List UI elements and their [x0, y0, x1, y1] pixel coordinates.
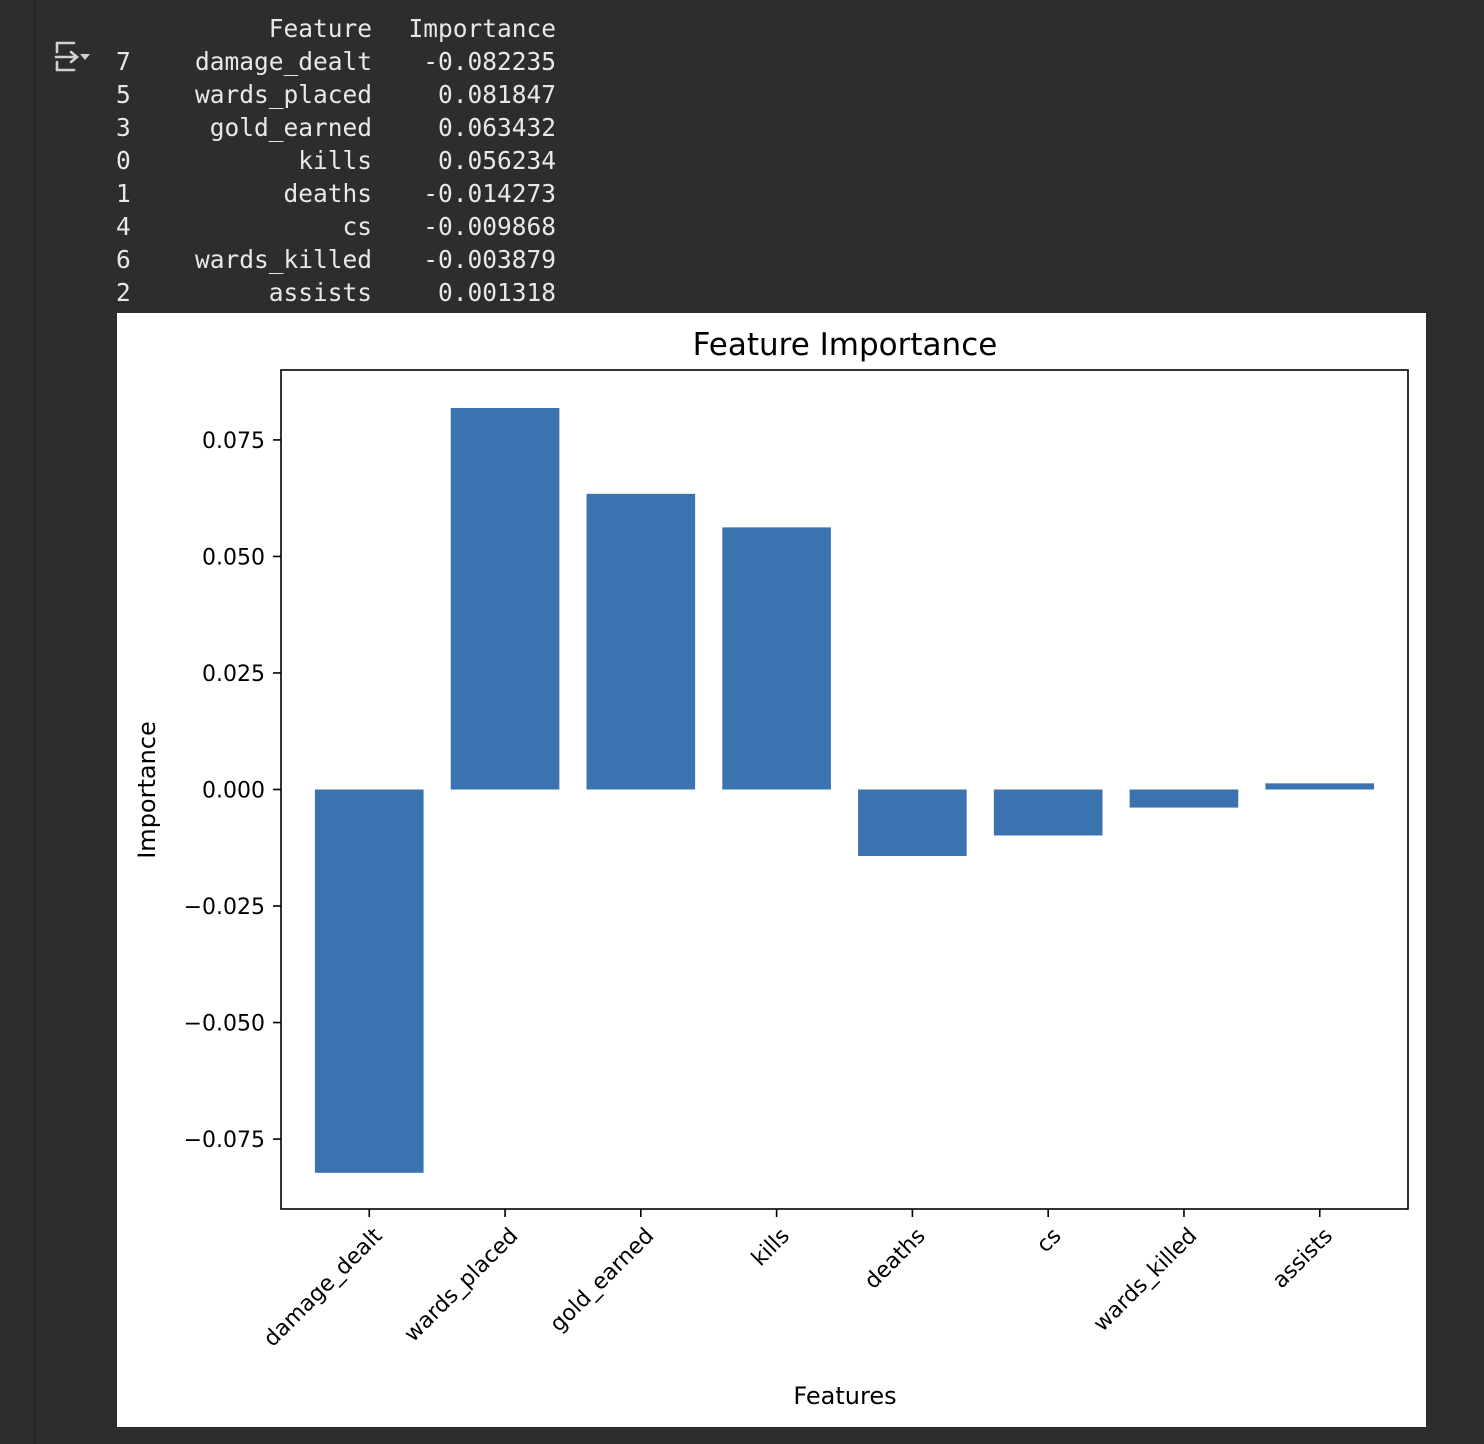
row-importance: 0.056234 [437, 146, 556, 175]
bar-cs [993, 789, 1103, 836]
x-tick-label-deaths: deaths [860, 1224, 931, 1295]
table-row: 3 gold_earned 0.063432 [110, 111, 556, 144]
dataframe-output: Feature Importance 7 damage_dealt -0.08223… [110, 12, 556, 309]
x-tick-label-kills: kills [747, 1224, 795, 1272]
row-index: 5 [116, 80, 131, 109]
y-tick-label: −0.075 [184, 1128, 265, 1153]
row-importance: -0.009868 [423, 212, 556, 241]
y-tick-label: 0.000 [202, 779, 265, 804]
table-row: 2 assists 0.001318 [110, 276, 556, 309]
bar-damage_dealt [314, 789, 424, 1173]
row-index: 4 [116, 212, 131, 241]
x-tick-label-damage_dealt: damage_dealt [259, 1223, 388, 1352]
row-index: 1 [116, 179, 131, 208]
row-importance: 0.001318 [437, 278, 556, 307]
row-index: 3 [116, 113, 131, 142]
row-importance: 0.081847 [437, 80, 556, 109]
row-importance: -0.014273 [423, 179, 556, 208]
x-tick-label-assists: assists [1268, 1224, 1338, 1294]
table-row: 7 damage_dealt -0.082235 [110, 45, 556, 78]
x-tick-label-gold_earned: gold_earned [545, 1224, 659, 1338]
row-index: 2 [116, 278, 131, 307]
row-index: 7 [116, 47, 131, 76]
y-tick-label: 0.050 [202, 545, 265, 570]
row-index: 0 [116, 146, 131, 175]
y-tick-label: −0.050 [184, 1012, 265, 1037]
row-feature: damage_dealt [194, 47, 372, 76]
table-header-row: Feature Importance [110, 12, 556, 45]
y-tick-label: −0.025 [184, 895, 265, 920]
bar-assists [1265, 783, 1375, 790]
row-feature: wards_killed [194, 245, 372, 274]
row-index: 6 [116, 245, 131, 274]
header-feature: Feature [268, 14, 372, 43]
x-tick-label-wards_placed: wards_placed [400, 1224, 524, 1348]
row-feature: wards_placed [194, 80, 372, 109]
row-feature: cs [342, 212, 372, 241]
y-tick-label: 0.025 [202, 662, 265, 687]
table-row: 0 kills 0.056234 [110, 144, 556, 177]
bar-wards_killed [1129, 789, 1239, 808]
table-row: 6 wards_killed -0.003879 [110, 243, 556, 276]
bar-deaths [858, 789, 967, 857]
row-importance: 0.063432 [437, 113, 556, 142]
bar-gold_earned [586, 493, 696, 790]
cell-gutter [0, 0, 36, 1444]
plot-frame [280, 369, 1409, 1210]
x-tick-label-wards_killed: wards_killed [1089, 1224, 1202, 1337]
x-axis-label: Features [793, 1382, 896, 1410]
row-importance: -0.003879 [423, 245, 556, 274]
row-feature: assists [268, 278, 372, 307]
chart-title: Feature Importance [693, 327, 998, 363]
bar-chart: Feature Importance Importance Features −… [133, 327, 1409, 1410]
y-tick-label: 0.075 [202, 429, 265, 454]
row-importance: -0.082235 [423, 47, 556, 76]
row-feature: deaths [283, 179, 372, 208]
row-feature: kills [298, 146, 372, 175]
table-row: 5 wards_placed 0.081847 [110, 78, 556, 111]
chart-figure: Feature Importance Importance Features −… [117, 313, 1426, 1427]
table-row: 4 cs -0.009868 [110, 210, 556, 243]
x-tick-label-cs: cs [1032, 1224, 1066, 1258]
header-importance: Importance [408, 14, 556, 43]
y-axis-label: Importance [133, 721, 161, 859]
table-row: 1 deaths -0.014273 [110, 177, 556, 210]
header-index [110, 12, 146, 45]
row-feature: gold_earned [209, 113, 372, 142]
output-toggle-icon[interactable] [52, 40, 92, 74]
bar-kills [722, 527, 831, 790]
bar-wards_placed [450, 408, 560, 790]
